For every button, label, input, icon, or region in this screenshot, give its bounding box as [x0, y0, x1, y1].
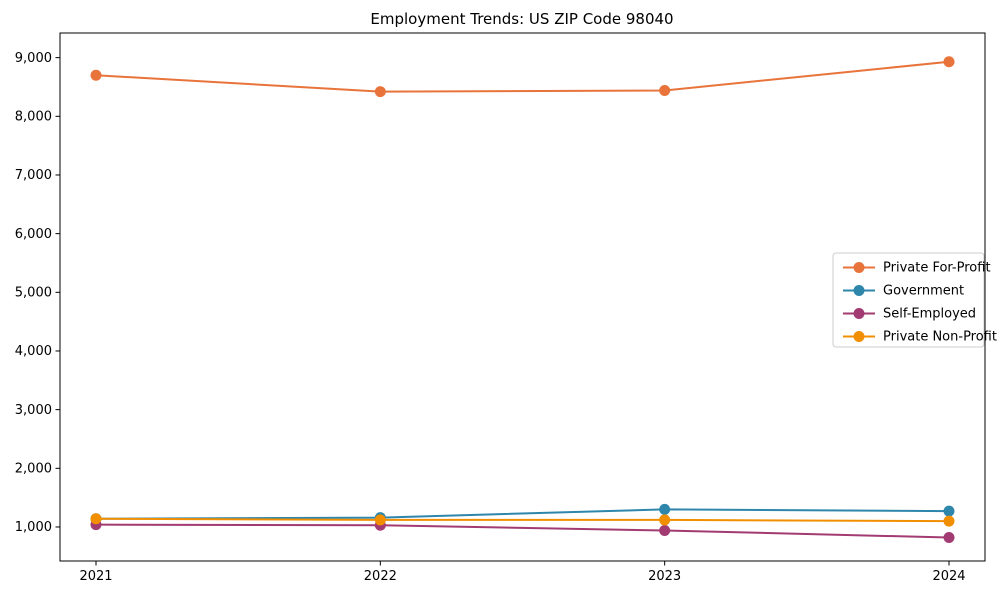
data-point: [659, 514, 671, 526]
y-tick-label: 5,000: [15, 285, 52, 300]
series-line-self-employed: [95, 523, 950, 539]
chart-title: Employment Trends: US ZIP Code 98040: [370, 10, 673, 28]
data-point: [374, 86, 386, 98]
series-layer: [90, 56, 955, 544]
data-point: [943, 56, 955, 68]
legend-label: Private Non-Profit: [883, 330, 997, 345]
series-private-for-profit: [90, 56, 955, 98]
y-tick-label: 4,000: [15, 344, 52, 359]
x-tick-label: 2022: [364, 569, 397, 584]
legend-item-private-non-profit: Private Non-Profit: [843, 330, 997, 345]
legend-label: Government: [883, 284, 964, 299]
y-tick-label: 8,000: [15, 109, 52, 124]
legend-item-government: Government: [843, 284, 964, 299]
plot-border: [59, 32, 986, 562]
series-private-non-profit: [90, 513, 955, 527]
x-axis: 2021 2022 2023 2024: [79, 561, 966, 584]
series-line-government: [95, 508, 950, 520]
legend-marker-dot: [853, 262, 865, 273]
data-point: [90, 513, 102, 525]
data-point: [943, 532, 955, 544]
legend-label: Self-Employed: [883, 307, 976, 322]
y-tick-label: 6,000: [15, 227, 52, 242]
data-point: [90, 69, 102, 81]
data-point: [659, 84, 671, 96]
legend: Private For-Profit Government Self-Employe…: [832, 252, 997, 348]
y-tick-label: 2,000: [15, 461, 52, 476]
y-tick-label: 9,000: [15, 51, 52, 66]
data-point: [943, 515, 955, 527]
legend-frame: [832, 252, 985, 348]
y-tick-label: 1,000: [15, 520, 52, 535]
legend-item-private-for-profit: Private For-Profit: [843, 261, 991, 276]
legend-marker-dot: [853, 285, 865, 296]
legend-label: Private For-Profit: [883, 261, 991, 276]
x-tick-label: 2021: [79, 569, 112, 584]
y-tick-label: 3,000: [15, 403, 52, 418]
x-tick-label: 2023: [648, 569, 681, 584]
legend-marker-dot: [853, 308, 865, 319]
y-tick-label: 7,000: [15, 168, 52, 183]
series-line-private-non-profit: [95, 517, 950, 523]
data-point: [374, 514, 386, 526]
data-point: [659, 524, 671, 536]
legend-item-self-employed: Self-Employed: [843, 307, 976, 322]
y-axis: 1,000 2,000 3,000 4,000 5,000 6,000 7,000 8,000…: [15, 51, 60, 535]
series-self-employed: [90, 519, 955, 544]
series-line-private-for-profit: [95, 60, 950, 93]
legend-marker-dot: [853, 331, 865, 342]
data-point: [659, 503, 671, 515]
data-point: [943, 505, 955, 517]
x-tick-label: 2024: [932, 569, 965, 584]
